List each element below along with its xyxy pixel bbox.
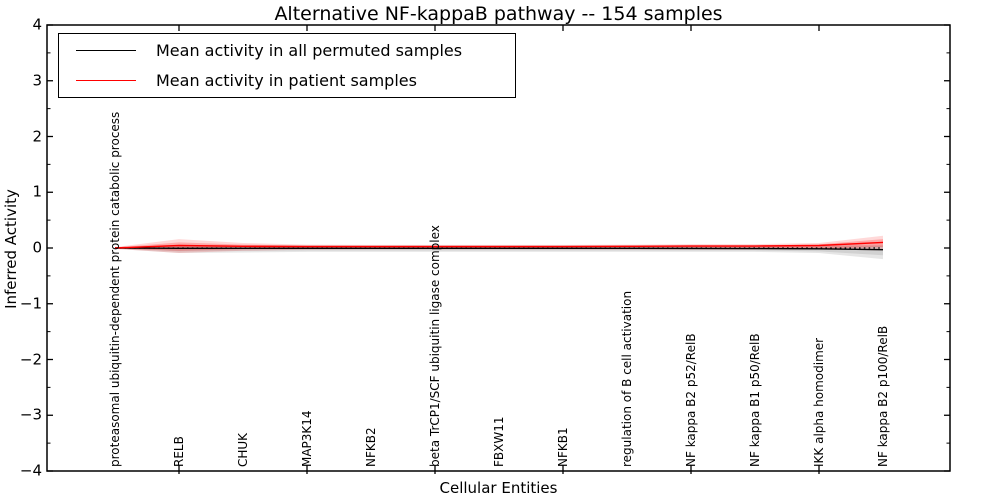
chart-title: Alternative NF-kappaB pathway -- 154 sam…	[274, 3, 723, 25]
y-tick-label: −3	[19, 405, 42, 424]
legend-label-permuted: Mean activity in all permuted samples	[156, 40, 463, 60]
y-tick-label: 1	[32, 182, 42, 201]
legend: Mean activity in all permuted samples Me…	[58, 33, 516, 98]
category-label: NF kappa B2 p100/RelB	[876, 325, 890, 467]
category-label: beta TrCP1/SCF ubiquitin ligase complex	[428, 225, 442, 467]
patient-mean-line	[114, 241, 884, 249]
legend-label-patient: Mean activity in patient samples	[156, 71, 417, 91]
category-label: FBXW11	[492, 416, 506, 468]
permuted-mean-line	[114, 247, 884, 251]
y-tick-label: −2	[19, 350, 42, 368]
legend-entry-patient: Mean activity in patient samples	[59, 67, 515, 95]
x-axis-label: Cellular Entities	[439, 479, 558, 497]
axes-spines	[46, 24, 951, 472]
patient-line-swatch	[76, 80, 136, 82]
permuted-line-swatch	[76, 49, 136, 51]
y-tick-label: 4	[32, 15, 42, 34]
y-tick-label: −1	[19, 294, 42, 313]
category-label: NF kappa B1 p50/RelB	[748, 333, 762, 467]
y-tick-label: 3	[32, 71, 42, 90]
category-label: proteasomal ubiquitin-dependent protein …	[108, 111, 122, 467]
category-label: NFKB1	[556, 427, 570, 467]
category-label: NF kappa B2 p52/RelB	[684, 333, 698, 467]
category-label: RELB	[172, 436, 186, 467]
category-label: MAP3K14	[300, 410, 314, 467]
category-label: regulation of B cell activation	[620, 290, 634, 467]
y-tick-label: −4	[19, 461, 42, 480]
category-label: CHUK	[236, 432, 250, 467]
category-label: IKK alpha homodimer	[812, 337, 826, 467]
y-tick-label: 0	[32, 238, 42, 257]
legend-entry-permuted: Mean activity in all permuted samples	[59, 36, 515, 64]
y-tick-label: 2	[32, 127, 42, 145]
category-label: NFKB2	[364, 427, 378, 467]
